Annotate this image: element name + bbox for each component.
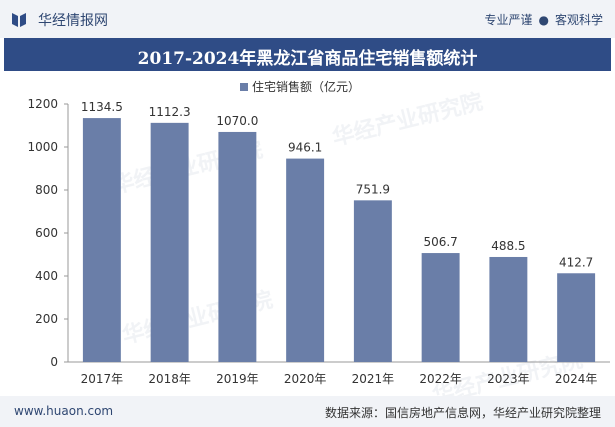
logo-icon — [12, 13, 26, 27]
data-label: 488.5 — [491, 239, 525, 253]
bar-chart: 0 200 400 600 800 1000 1200 1134.5 2017年 1112.3 20… — [27, 97, 610, 386]
data-label: 751.9 — [356, 182, 390, 196]
legend-label: 住宅销售额（亿元） — [252, 80, 361, 94]
bar — [150, 122, 189, 362]
x-tick-label: 2018年 — [148, 372, 191, 386]
y-tick-label: 200 — [35, 312, 58, 326]
x-tick-label: 2021年 — [352, 372, 395, 386]
x-tick-label: 2024年 — [555, 372, 598, 386]
data-label: 946.1 — [288, 141, 322, 155]
x-tick-label: 2017年 — [81, 372, 124, 386]
y-tick-label: 1000 — [27, 140, 58, 154]
data-label: 412.7 — [559, 255, 593, 269]
x-tick-label: 2023年 — [487, 372, 530, 386]
x-tick-label: 2020年 — [284, 372, 327, 386]
y-tick-label: 400 — [35, 269, 58, 283]
x-tick-label: 2022年 — [419, 372, 462, 386]
tagline-separator: ● — [538, 13, 549, 27]
bar — [353, 200, 392, 362]
tagline-right: 客观科学 — [554, 13, 603, 27]
bar — [82, 118, 121, 362]
bar — [286, 158, 325, 362]
brand-name: 华经情报网 — [38, 13, 108, 29]
title-bar: 2017-2024年黑龙江省商品住宅销售额统计 — [4, 38, 611, 71]
tagline: 专业严谨 ● 客观科学 — [484, 11, 603, 28]
chart-legend: 住宅销售额（亿元） — [240, 78, 360, 95]
data-label: 1070.0 — [216, 114, 258, 128]
chart-title: 2017-2024年黑龙江省商品住宅销售额统计 — [137, 49, 478, 69]
y-tick-label: 1200 — [27, 97, 58, 111]
website-link[interactable]: www.huaon.com — [14, 404, 114, 418]
data-source: 数据来源：国信房地产信息网，华经产业研究院整理 — [324, 406, 601, 420]
header-bar: 华经情报网 专业严谨 ● 客观科学 — [0, 0, 615, 38]
y-tick-label: 800 — [35, 183, 58, 197]
legend-swatch — [240, 82, 248, 91]
footer-bar: www.huaon.com 数据来源：国信房地产信息网，华经产业研究院整理 — [0, 396, 615, 427]
y-tick-label: 0 — [50, 355, 58, 369]
y-tick-label: 600 — [35, 226, 58, 240]
data-label: 1112.3 — [149, 105, 191, 119]
data-label: 1134.5 — [81, 100, 123, 114]
bar — [557, 273, 596, 362]
x-tick-label: 2019年 — [216, 372, 259, 386]
bar — [489, 256, 528, 362]
bar — [218, 131, 257, 362]
data-label: 506.7 — [423, 235, 457, 249]
tagline-left: 专业严谨 — [484, 13, 533, 27]
bar — [421, 253, 460, 362]
